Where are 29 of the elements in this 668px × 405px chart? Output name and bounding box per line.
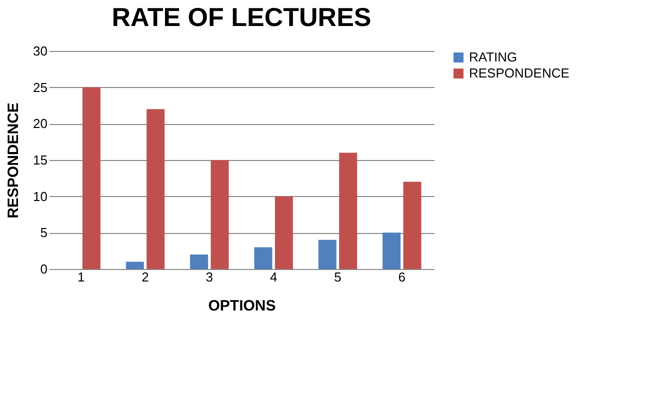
y-tick-label: 30 xyxy=(33,44,48,58)
y-tick-label: 10 xyxy=(33,188,48,204)
bar xyxy=(82,87,100,269)
bar xyxy=(274,196,293,269)
x-tick-label: 4 xyxy=(270,270,278,284)
x-tick-label: 5 xyxy=(334,270,342,284)
x-tick-label: 3 xyxy=(206,270,214,284)
bar xyxy=(210,160,229,269)
bar xyxy=(254,247,272,269)
y-axis-title: RESPONDENCE xyxy=(5,102,22,218)
bar xyxy=(403,182,422,269)
bar xyxy=(318,240,336,269)
x-tick-label: 1 xyxy=(77,270,85,284)
chart-title: RATE OF LECTURES xyxy=(112,2,372,32)
x-tick-label: 6 xyxy=(398,270,406,284)
x-tick-label: 2 xyxy=(142,270,149,284)
x-axis-title: OPTIONS xyxy=(208,298,276,314)
bar xyxy=(126,262,144,269)
y-tick-label: 15 xyxy=(33,152,48,168)
y-tick-label: 25 xyxy=(33,80,48,95)
bar xyxy=(382,232,401,269)
y-tick-label: 5 xyxy=(40,225,48,240)
legend-label: RATING xyxy=(469,50,518,64)
y-tick-label: 0 xyxy=(40,262,48,276)
y-tick-label: 20 xyxy=(33,116,48,132)
bar xyxy=(190,254,208,269)
bar xyxy=(146,109,165,269)
bar xyxy=(339,152,358,269)
legend-label: RESPONDENCE xyxy=(469,66,570,80)
